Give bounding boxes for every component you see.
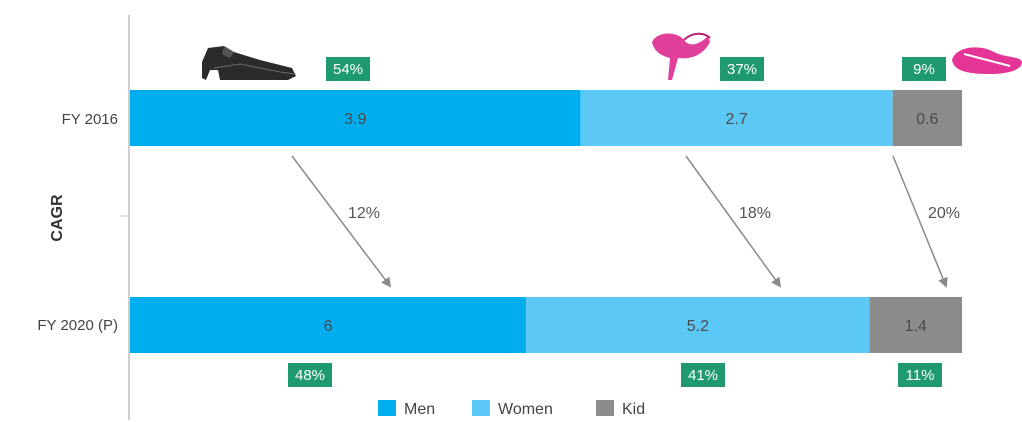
share-badge-men-fy-2016 <box>326 57 370 81</box>
men-shoe-icon <box>202 46 296 80</box>
value-label-kid-fy-2020-p: 1.4 <box>905 318 927 335</box>
legend-item-women: Women <box>472 400 553 418</box>
share-label-kid-fy-2016: 9% <box>913 61 935 78</box>
arrows-layer: 12% 18% 20% <box>291 155 960 288</box>
share-badge-women-fy-2020-p <box>681 363 725 387</box>
value-label-men-fy-2020-p: 6 <box>324 318 333 335</box>
bar-men-fy-2016 <box>130 90 581 146</box>
women-heel-icon <box>652 32 711 80</box>
cagr-arrow-women <box>685 155 782 288</box>
cagr-arrow-men <box>291 155 392 288</box>
category-label-fy2016: FY 2016 <box>62 111 118 128</box>
bar-kid-fy-2020-p <box>869 297 962 353</box>
bar-kid-fy-2016 <box>892 90 962 146</box>
bars-layer: 3.9 2.7 0.6 6 5.2 1.4 <box>130 90 962 353</box>
legend-label-kid: Kid <box>622 401 645 418</box>
share-badge-kid-fy-2020-p <box>898 363 942 387</box>
cagr-label-men: 12% <box>348 205 380 222</box>
category-label-fy2020: FY 2020 (P) <box>37 317 118 334</box>
share-label-men-fy-2020-p: 48% <box>295 367 325 384</box>
bar-women-fy-2020-p <box>526 297 870 353</box>
share-badge-men-fy-2020-p <box>288 363 332 387</box>
share-badge-kid-fy-2016 <box>902 57 946 81</box>
legend-label-women: Women <box>498 401 553 418</box>
legend-swatch-men <box>378 400 396 416</box>
share-label-kid-fy-2020-p: 11% <box>906 367 935 384</box>
legend-item-men: Men <box>378 400 435 418</box>
legend: Men Women Kid <box>378 400 645 418</box>
value-label-women-fy-2016: 2.7 <box>726 111 748 128</box>
y-axis-label: CAGR <box>49 194 66 242</box>
legend-item-kid: Kid <box>596 400 645 418</box>
legend-swatch-women <box>472 400 490 416</box>
value-label-men-fy-2016: 3.9 <box>344 111 366 128</box>
bar-women-fy-2016 <box>580 90 893 146</box>
cagr-arrow-kid <box>892 155 948 288</box>
value-label-kid-fy-2016: 0.6 <box>916 111 938 128</box>
legend-label-men: Men <box>404 401 435 418</box>
share-label-men-fy-2016: 54% <box>333 61 363 78</box>
cagr-label-kid: 20% <box>928 205 960 222</box>
share-badge-women-fy-2016 <box>720 57 764 81</box>
value-label-women-fy-2020-p: 5.2 <box>687 318 709 335</box>
share-label-women-fy-2020-p: 41% <box>688 367 718 384</box>
bar-men-fy-2020-p <box>130 297 527 353</box>
badges-layer: 54% 48% 37% 41% 9% 11% <box>288 57 946 387</box>
cagr-label-women: 18% <box>739 205 771 222</box>
kid-shoe-icon <box>952 47 1022 74</box>
share-label-women-fy-2016: 37% <box>727 61 757 78</box>
legend-swatch-kid <box>596 400 614 416</box>
